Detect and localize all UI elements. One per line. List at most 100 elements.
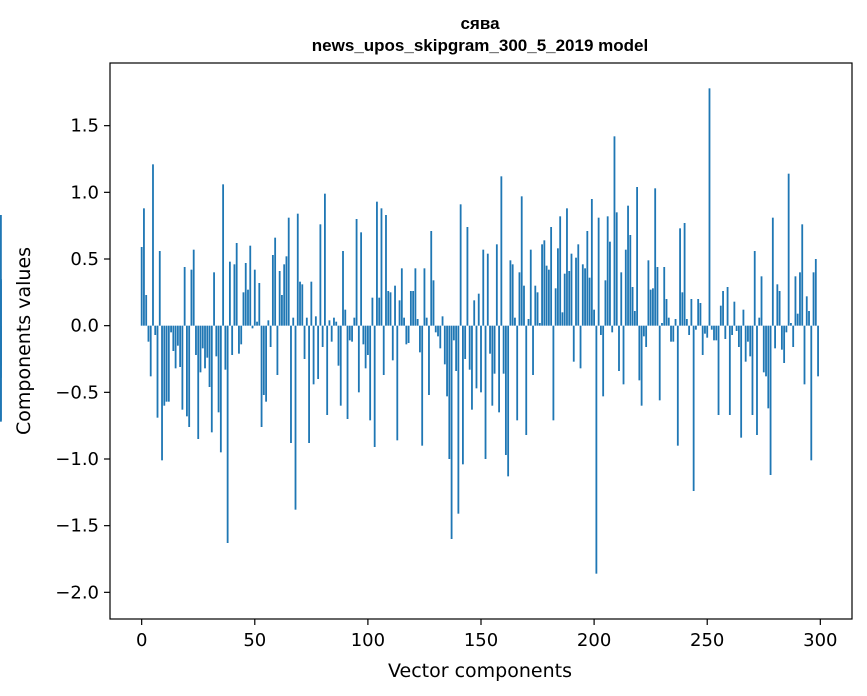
bar <box>527 319 530 326</box>
bar <box>172 325 175 351</box>
bars-group <box>0 88 819 574</box>
y-tick-label: 0.0 <box>70 316 99 337</box>
bar <box>258 283 261 326</box>
bar <box>432 280 435 326</box>
x-tick-label: 150 <box>464 630 498 651</box>
bar <box>405 325 408 345</box>
bar <box>459 204 462 326</box>
bar <box>502 325 505 374</box>
x-tick-label: 100 <box>351 630 385 651</box>
bar <box>740 325 743 438</box>
bar <box>475 325 478 389</box>
bar <box>421 325 424 446</box>
bar <box>235 243 238 326</box>
bar <box>176 325 179 346</box>
bar <box>774 325 776 349</box>
bar <box>514 317 516 326</box>
x-tick-label: 50 <box>243 630 266 651</box>
bar <box>188 325 191 427</box>
bar <box>409 291 412 326</box>
bar <box>810 325 813 461</box>
bar <box>376 201 378 326</box>
bar <box>649 289 652 326</box>
bar <box>224 325 227 370</box>
bar <box>292 317 295 326</box>
bar <box>758 317 761 326</box>
bar <box>500 176 503 326</box>
bar <box>495 244 498 326</box>
bar <box>371 297 374 326</box>
bar <box>611 325 614 333</box>
bar <box>366 325 369 355</box>
bar <box>452 325 455 341</box>
bar <box>489 325 491 354</box>
bar <box>400 268 403 326</box>
bar <box>351 325 353 342</box>
bar <box>538 323 541 326</box>
bar <box>448 325 451 459</box>
bar <box>147 325 150 342</box>
bar <box>181 325 184 410</box>
bar <box>735 325 738 331</box>
bar <box>373 325 376 447</box>
bar <box>328 320 331 326</box>
bar <box>425 317 428 326</box>
bar <box>769 325 772 475</box>
bar <box>317 325 320 379</box>
bar <box>704 325 706 334</box>
bar <box>299 281 301 326</box>
bar <box>324 193 326 326</box>
bar <box>817 325 819 377</box>
bar <box>217 325 220 413</box>
bar <box>477 293 480 326</box>
bar <box>369 325 372 421</box>
bar <box>256 321 258 326</box>
bar <box>624 249 627 326</box>
bar <box>233 264 236 326</box>
bar <box>715 325 718 341</box>
bar <box>167 325 170 402</box>
bar <box>466 227 469 326</box>
bar <box>416 319 419 326</box>
bar <box>683 223 686 326</box>
bar <box>219 325 222 453</box>
bar <box>201 325 204 349</box>
bar <box>382 325 385 375</box>
bar <box>778 291 781 326</box>
bar <box>430 231 433 326</box>
bar <box>161 325 163 461</box>
bar <box>186 325 188 417</box>
bar <box>676 325 679 446</box>
bar <box>762 325 765 373</box>
bar <box>163 325 166 406</box>
bar <box>652 288 654 326</box>
bar <box>550 227 553 326</box>
y-tick-label: −2.0 <box>55 582 99 603</box>
bar <box>294 325 297 510</box>
bar <box>724 325 727 339</box>
bar <box>796 313 799 326</box>
bar <box>532 325 534 375</box>
bar <box>767 325 770 409</box>
bar <box>790 323 792 326</box>
bar <box>604 280 607 326</box>
bar <box>518 272 521 326</box>
bar <box>378 297 381 326</box>
bar <box>808 311 810 326</box>
bar <box>545 265 548 326</box>
bar <box>618 325 620 371</box>
bar <box>314 316 317 326</box>
bar <box>484 325 487 459</box>
bar <box>206 325 209 358</box>
bar <box>419 325 421 353</box>
bar <box>534 285 537 326</box>
bar <box>586 231 589 326</box>
bar <box>577 244 580 326</box>
bar <box>285 256 288 326</box>
x-tick-label: 0 <box>136 630 147 651</box>
bar <box>301 284 304 326</box>
bar <box>699 303 702 326</box>
bar <box>319 224 322 326</box>
bar <box>749 325 752 357</box>
bar <box>708 88 711 326</box>
